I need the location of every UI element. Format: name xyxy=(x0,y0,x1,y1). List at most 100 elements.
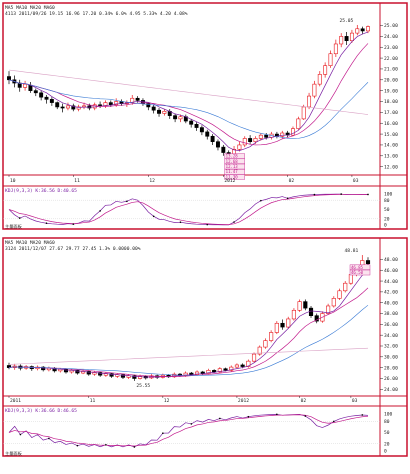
panel1-ma10-line xyxy=(8,43,369,146)
panel2-candle-body xyxy=(194,371,200,375)
panel2-indicator-label: KDJ(9,3,3) K:36.66 D:46.65 xyxy=(5,408,77,414)
panel2-candle-body xyxy=(240,364,245,367)
panel1-candle-body xyxy=(237,144,242,150)
panel1-candle-body xyxy=(296,118,301,129)
panel2-candle-body xyxy=(286,318,291,328)
panel2-candle-body xyxy=(331,298,336,307)
panel1-candle-body xyxy=(23,83,28,88)
panel1-k-marker xyxy=(45,222,48,225)
panel1-candle-body xyxy=(291,128,295,136)
panel1-candle-body xyxy=(221,146,226,153)
panel2-k-marker xyxy=(105,443,107,446)
panel1-candle-body xyxy=(44,96,49,100)
panel2-candle-body xyxy=(206,370,211,374)
panel1-x-tick-label: 12 xyxy=(149,178,155,184)
panel1-candle-body xyxy=(178,116,183,120)
panel2-y-tick-label: 46.00 xyxy=(384,268,398,274)
panel1-k-marker xyxy=(152,215,155,218)
panel1-candle-body xyxy=(242,138,247,146)
panel2-k-marker xyxy=(48,437,50,440)
panel1-k-marker xyxy=(179,221,182,224)
panel1-price-box xyxy=(224,163,245,170)
panel2-frame xyxy=(2,237,408,457)
panel1-candle-body xyxy=(39,92,44,98)
panel2-indicator-tick-label: 100 xyxy=(384,412,393,418)
panel2-indicator-tick-label: 20 xyxy=(384,441,390,447)
panel1-candle-body xyxy=(312,83,317,97)
panel2-k-marker xyxy=(219,417,221,420)
panel1-y-tick-label: 21.00 xyxy=(384,67,398,73)
panel1-candle-body xyxy=(205,131,210,137)
panel1-price-box-label: 13.28 xyxy=(226,154,239,159)
panel2-candle-body xyxy=(234,364,240,368)
panel2-x-tick-label: 2012 xyxy=(238,398,249,404)
panel1-candle-body xyxy=(98,104,103,107)
panel2-candle-body xyxy=(297,301,302,311)
panel1-x-tick-label: 03 xyxy=(353,178,359,184)
panel1-k-marker xyxy=(260,199,262,202)
panel2-price-box xyxy=(349,264,371,271)
panel2-x-tick-label: 02 xyxy=(301,398,307,404)
panel1-candle-body xyxy=(82,105,86,108)
panel1-candle-body xyxy=(60,106,65,109)
panel2-candle-body xyxy=(365,260,371,265)
panel1-price-box-label: 11.47 xyxy=(226,169,239,174)
panel1-candle-body xyxy=(248,138,253,142)
panel2-info-line: 3124 2011/12/07 27.67 29.77 27.45 1.3% 0… xyxy=(5,246,141,252)
panel2-x-tick-label: 03 xyxy=(352,398,358,404)
panel1-candle-body xyxy=(108,102,113,106)
panel2-candle-body xyxy=(75,370,80,374)
panel1-candle-body xyxy=(55,102,60,108)
panel2-ma5-line xyxy=(8,269,369,378)
panel2-ma60-line xyxy=(8,347,369,365)
panel1-indicator-tick-label: 0 xyxy=(384,223,387,229)
panel2-x-tick-label: 11 xyxy=(90,398,96,404)
panel1-candle-body xyxy=(323,65,328,75)
panel1-x-tick-label: 2012 xyxy=(224,178,235,184)
panel2-y-tick-label: 38.00 xyxy=(384,311,398,317)
panel2-y-tick-label: 34.00 xyxy=(384,333,398,339)
panel2-candle-body xyxy=(109,373,114,377)
panel1-candle-body xyxy=(210,135,215,142)
panel1-k-marker xyxy=(99,210,101,212)
panel2-y-tick-label: 44.00 xyxy=(384,279,398,285)
panel1-candle-body xyxy=(157,109,161,114)
panel2-candle-body xyxy=(229,366,234,371)
panel1-price-box xyxy=(224,174,245,180)
panel1-candle-body xyxy=(349,32,354,42)
panel2-price-box xyxy=(349,269,371,276)
panel2-price-box-label: 46.50 xyxy=(351,270,364,275)
panel1-k-line xyxy=(8,193,369,226)
panel1-y-tick-label: 17.00 xyxy=(384,110,398,116)
panel2-k-line xyxy=(8,414,369,448)
panel1-y-tick-label: 13.00 xyxy=(384,154,398,160)
panel1-y-tick-label: 18.00 xyxy=(384,99,398,105)
panel2-k-marker xyxy=(304,415,307,417)
panel2-candle-body xyxy=(246,360,251,367)
panel1-candle-body xyxy=(307,95,312,108)
panel1-candle-body xyxy=(114,101,119,106)
panel2-candle-body xyxy=(326,305,331,314)
panel2-candle-body xyxy=(314,315,319,322)
panel2-d-line xyxy=(8,414,369,447)
panel1-high-label: 25.05 xyxy=(339,18,353,24)
panel1-candle-body xyxy=(264,134,269,138)
panel2-k-marker xyxy=(276,413,278,416)
panel2-candle-body xyxy=(291,309,296,320)
panel1-candle-body xyxy=(28,84,33,91)
panel1-candle-body xyxy=(199,127,204,133)
panel1-candle-body xyxy=(162,110,167,114)
panel2-indicator-tick-label: 80 xyxy=(384,419,390,425)
panel1-y-tick-label: 16.00 xyxy=(384,121,398,127)
panel2-candle-body xyxy=(280,322,285,328)
panel2-candle-body xyxy=(343,282,348,292)
panel1-y-tick-label: 25.00 xyxy=(384,23,398,29)
panel1-candle-body xyxy=(328,53,333,66)
panel1-candle-body xyxy=(194,124,199,128)
panel1-candle-body xyxy=(280,132,285,137)
panel1-indicator-tick-label: 50 xyxy=(384,207,390,213)
panel1-candle-body xyxy=(103,102,108,107)
panel1-k-marker xyxy=(313,193,316,196)
panel1-k-marker xyxy=(286,197,289,200)
